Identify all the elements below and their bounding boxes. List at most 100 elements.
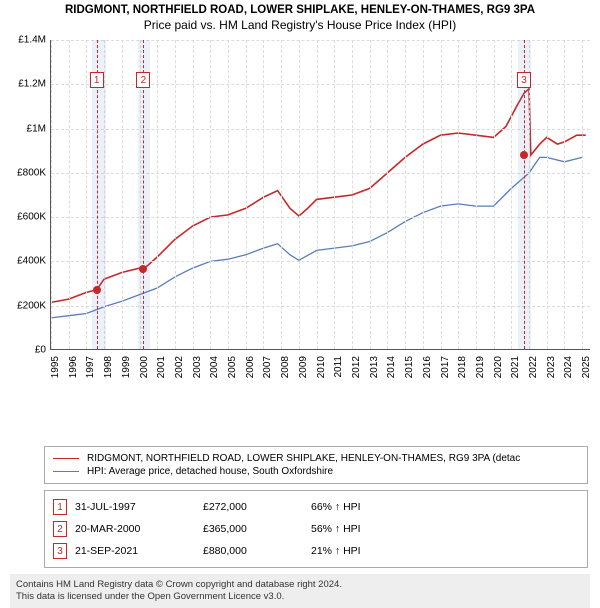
gridline-vertical xyxy=(69,40,70,349)
x-tick-label: 2003 xyxy=(192,356,203,378)
gridline-horizontal xyxy=(51,173,590,174)
x-tick-label: 2008 xyxy=(280,356,291,378)
gridline-vertical xyxy=(547,40,548,349)
x-tick-label: 2002 xyxy=(174,356,185,378)
annotation-row: 131-JUL-1997£272,00066% ↑ HPI xyxy=(53,496,579,518)
chart-lines xyxy=(51,40,591,350)
x-tick-label: 2013 xyxy=(369,356,380,378)
legend-swatch xyxy=(53,471,79,472)
y-tick-label: £400K xyxy=(17,256,46,267)
x-tick-label: 2016 xyxy=(422,356,433,378)
gridline-vertical xyxy=(352,40,353,349)
gridline-vertical xyxy=(317,40,318,349)
gridline-vertical xyxy=(210,40,211,349)
gridline-vertical xyxy=(157,40,158,349)
x-tick-label: 2025 xyxy=(581,356,592,378)
annotation-marker-box: 2 xyxy=(53,521,67,537)
x-tick-label: 2021 xyxy=(510,356,521,378)
gridline-vertical xyxy=(299,40,300,349)
gridline-vertical xyxy=(370,40,371,349)
x-tick-label: 2012 xyxy=(351,356,362,378)
x-tick-label: 2024 xyxy=(563,356,574,378)
x-tick-label: 2006 xyxy=(245,356,256,378)
marker-box: 2 xyxy=(136,72,150,88)
annotation-pct: 66% ↑ HPI xyxy=(311,501,411,513)
marker-box: 3 xyxy=(517,72,531,88)
gridline-vertical xyxy=(246,40,247,349)
gridline-vertical xyxy=(423,40,424,349)
plot-area: 1 2 3 xyxy=(50,40,590,350)
gridline-vertical xyxy=(334,40,335,349)
x-tick-label: 1999 xyxy=(121,356,132,378)
annotation-row: 2 20-MAR-2000 £365,000 56% ↑ HPI xyxy=(53,518,579,540)
y-tick-label: £1.2M xyxy=(18,79,46,90)
y-tick-label: £200K xyxy=(17,300,46,311)
gridline-horizontal xyxy=(51,129,590,130)
attribution-footer: Contains HM Land Registry data © Crown c… xyxy=(10,574,590,608)
sale-point xyxy=(93,286,101,294)
x-tick-label: 2022 xyxy=(528,356,539,378)
x-tick-label: 2009 xyxy=(298,356,309,378)
x-tick-label: 2000 xyxy=(139,356,150,378)
x-tick-label: 2023 xyxy=(546,356,557,378)
annotation-date: 21-SEP-2021 xyxy=(75,545,195,557)
gridline-vertical xyxy=(511,40,512,349)
annotation-price: £272,000 xyxy=(203,501,303,513)
annotation-date: 20-MAR-2000 xyxy=(75,523,195,535)
annotation-price: £365,000 xyxy=(203,523,303,535)
legend-swatch xyxy=(53,458,79,459)
x-tick-label: 2007 xyxy=(262,356,273,378)
gridline-vertical xyxy=(405,40,406,349)
gridline-vertical xyxy=(458,40,459,349)
y-tick-label: £1M xyxy=(27,123,46,134)
x-tick-label: 2020 xyxy=(493,356,504,378)
chart-title-address: RIDGMONT, NORTHFIELD ROAD, LOWER SHIPLAK… xyxy=(6,4,594,16)
gridline-vertical xyxy=(387,40,388,349)
annotation-marker-box: 3 xyxy=(53,543,67,559)
legend-box: RIDGMONT, NORTHFIELD ROAD, LOWER SHIPLAK… xyxy=(44,446,588,484)
footer-line2: This data is licensed under the Open Gov… xyxy=(16,591,584,603)
gridline-horizontal xyxy=(51,84,590,85)
x-tick-label: 2005 xyxy=(227,356,238,378)
series-ridgmont xyxy=(51,89,586,303)
y-tick-label: £1.4M xyxy=(18,35,46,46)
y-tick-label: £0 xyxy=(35,345,46,356)
x-tick-label: 2001 xyxy=(156,356,167,378)
x-tick-label: 1996 xyxy=(68,356,79,378)
annotation-row: 3 21-SEP-2021 £880,000 21% ↑ HPI xyxy=(53,540,579,562)
sale-point xyxy=(520,151,528,159)
legend-row: HPI: Average price, detached house, Sout… xyxy=(53,465,579,478)
chart-subtitle: Price paid vs. HM Land Registry's House … xyxy=(6,16,594,32)
x-tick-label: 2004 xyxy=(209,356,220,378)
x-axis: 1995 1996 1997 1998 1999 2000 2001 2002 2003 2004… xyxy=(50,352,590,396)
gridline-vertical xyxy=(228,40,229,349)
legend-label: HPI: Average price, detached house, Sout… xyxy=(87,466,333,477)
annotation-date: 31-JUL-1997 xyxy=(75,501,195,513)
x-tick-label: 2015 xyxy=(404,356,415,378)
annotations-table: 131-JUL-1997£272,00066% ↑ HPI220-MAR-200… xyxy=(44,490,588,568)
x-tick-label: 2011 xyxy=(333,356,344,378)
gridline-horizontal xyxy=(51,306,590,307)
gridline-vertical xyxy=(193,40,194,349)
y-tick-label: £800K xyxy=(17,167,46,178)
gridline-vertical xyxy=(175,40,176,349)
gridline-vertical xyxy=(263,40,264,349)
y-tick-label: £600K xyxy=(17,212,46,223)
gridline-vertical xyxy=(564,40,565,349)
x-tick-label: 2018 xyxy=(457,356,468,378)
marker-box: 1 xyxy=(90,72,104,88)
annotation-pct: 56% ↑ HPI xyxy=(311,523,411,535)
gridline-vertical xyxy=(494,40,495,349)
annotation-price: £880,000 xyxy=(203,545,303,557)
x-tick-label: 1997 xyxy=(85,356,96,378)
y-axis: £0£200K£400K£600K£800K£1M£1.2M£1.4M xyxy=(8,40,48,350)
legend-row: RIDGMONT, NORTHFIELD ROAD, LOWER SHIPLAK… xyxy=(53,452,579,465)
gridline-vertical xyxy=(86,40,87,349)
x-tick-label: 2010 xyxy=(316,356,327,378)
x-tick-label: 1995 xyxy=(50,356,61,378)
gridline-horizontal xyxy=(51,261,590,262)
gridline-vertical xyxy=(122,40,123,349)
annotation-pct: 21% ↑ HPI xyxy=(311,545,411,557)
x-tick-label: 2014 xyxy=(386,356,397,378)
x-tick-label: 1998 xyxy=(103,356,114,378)
